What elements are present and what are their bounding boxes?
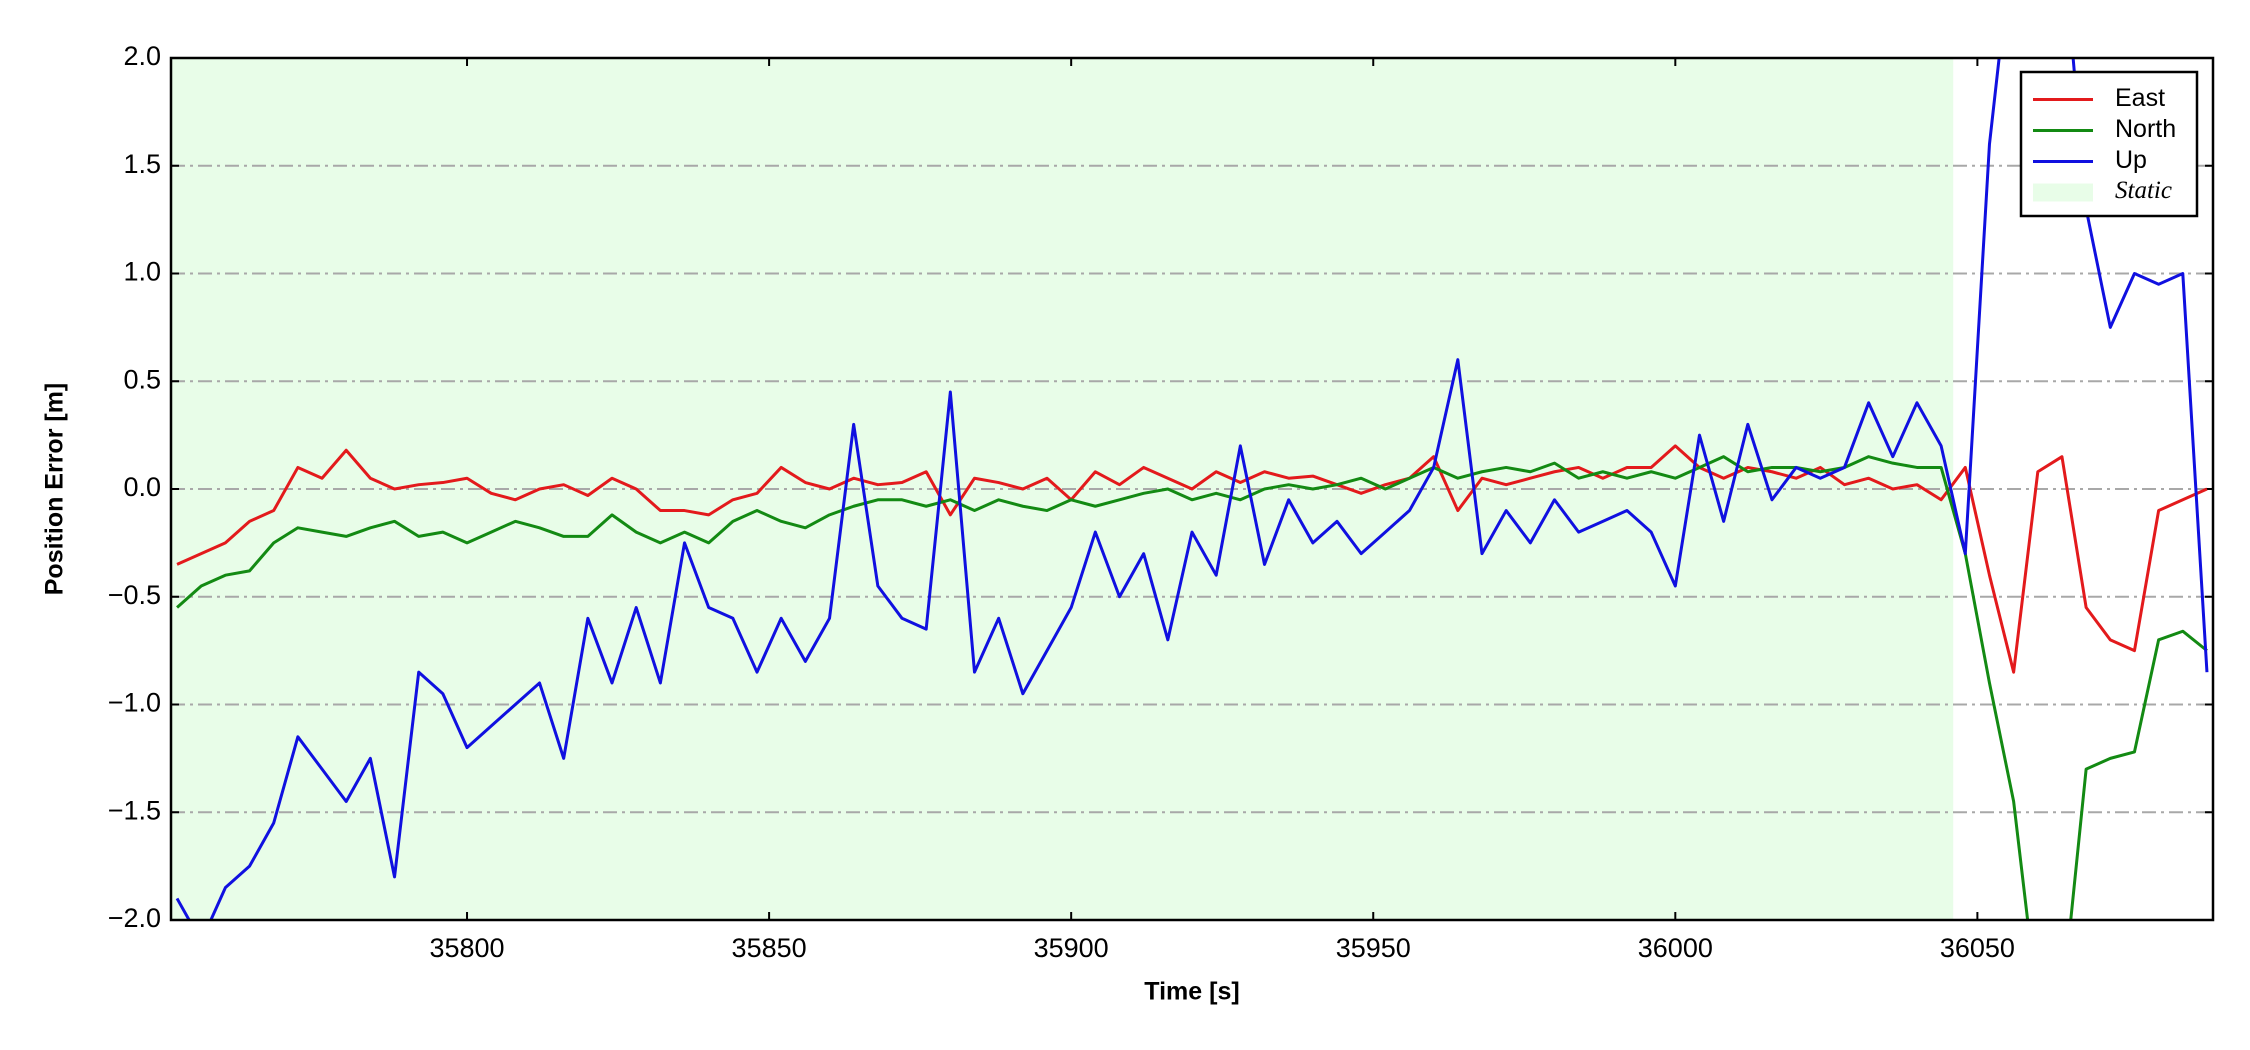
x-tick-label: 36000: [1638, 933, 1713, 963]
series-line: [176, 444, 2208, 674]
x-axis-label: Time [s]: [1144, 978, 1239, 1006]
legend-swatch: [2033, 183, 2093, 202]
legend-label: East: [2115, 84, 2165, 112]
legend-label: Up: [2115, 146, 2147, 174]
series-line: [176, 455, 2208, 920]
y-tick-label: −1.0: [108, 688, 161, 718]
x-tick-label: 36050: [1940, 933, 2015, 963]
plot-frame: [169, 56, 2215, 922]
y-tick-label: 0.5: [123, 364, 161, 394]
x-tick-label: 35800: [429, 933, 504, 963]
legend-box: [2019, 70, 2199, 218]
y-tick-label: 1.5: [123, 149, 161, 179]
y-tick-label: −0.5: [108, 580, 161, 610]
y-tick-label: −1.5: [108, 795, 161, 825]
y-tick-label: 1.0: [123, 257, 161, 287]
y-tick-label: −2.0: [108, 903, 161, 933]
y-tick-label: 0.0: [123, 472, 161, 502]
y-tick-label: 2.0: [123, 41, 161, 71]
legend-label: North: [2115, 115, 2176, 143]
legend-label: Static: [2115, 177, 2172, 204]
x-tick-label: 35850: [732, 933, 807, 963]
x-tick-label: 35900: [1034, 933, 1109, 963]
x-tick-label: 35950: [1336, 933, 1411, 963]
y-axis-label: Position Error [m]: [41, 383, 69, 596]
series-line: [175, 58, 2209, 920]
